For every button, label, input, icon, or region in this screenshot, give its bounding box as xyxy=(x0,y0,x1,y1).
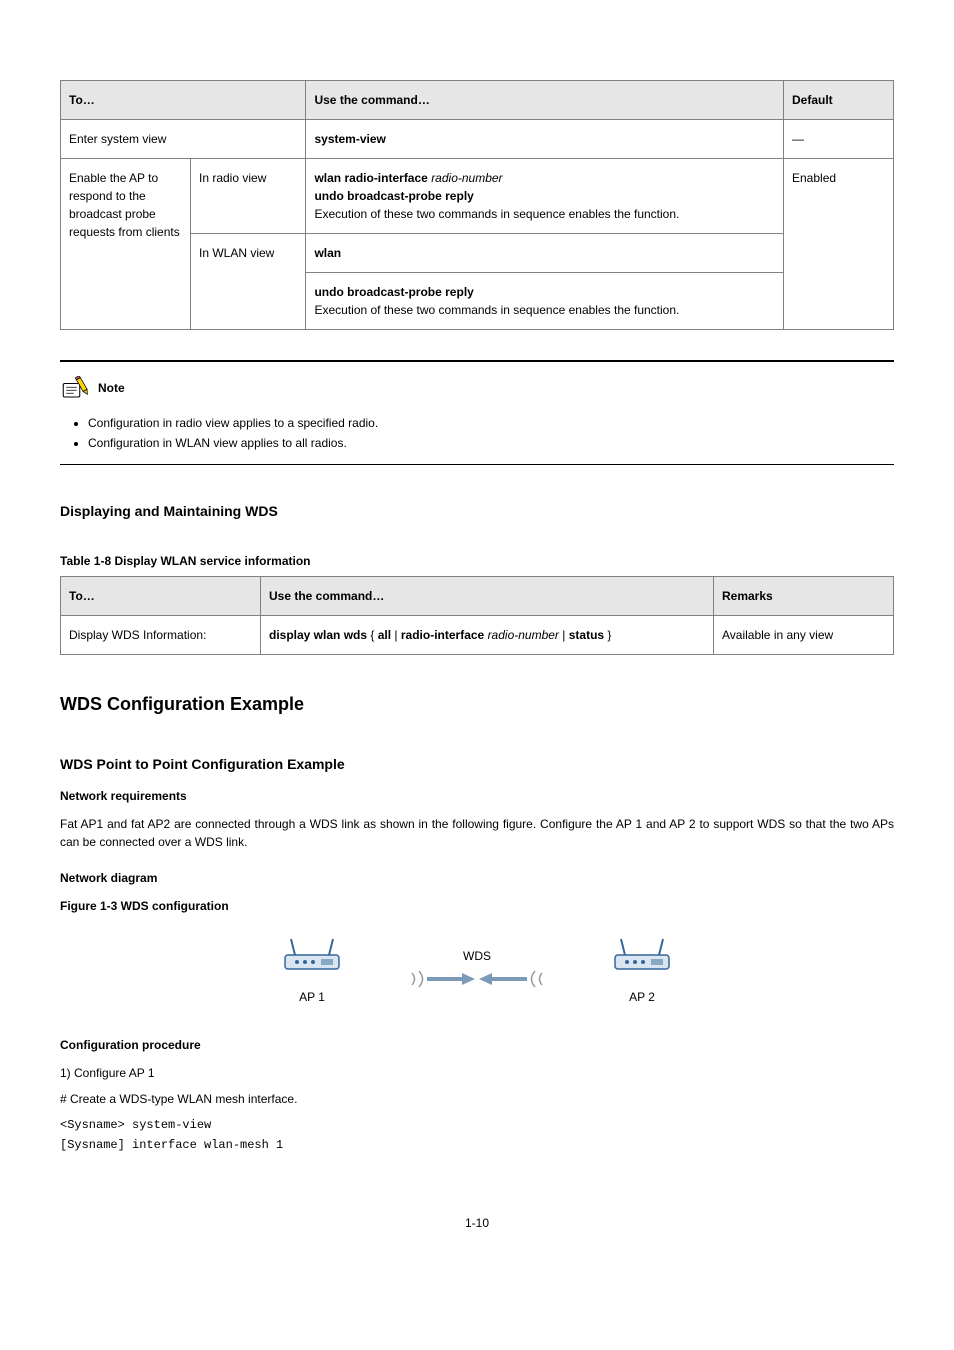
ap-icon xyxy=(607,935,677,983)
section-heading-display: Displaying and Maintaining WDS xyxy=(60,501,894,522)
note-block: Note Configuration in radio view applies… xyxy=(60,360,894,465)
col-header-use: Use the command… xyxy=(306,81,784,120)
note-header: Note xyxy=(60,376,894,400)
table-row: To… Use the command… Default xyxy=(61,81,894,120)
table-1: To… Use the command… Default Enter syste… xyxy=(60,80,894,330)
table-row: Enable the AP to respond to the broadcas… xyxy=(61,159,894,234)
section-heading-example: WDS Configuration Example xyxy=(60,691,894,718)
table-row: To… Use the command… Remarks xyxy=(61,577,894,616)
cell-remarks: Available in any view xyxy=(714,616,894,655)
cell-view-label: In radio view xyxy=(191,159,306,234)
cell-use: system-view xyxy=(306,120,784,159)
note-icon xyxy=(60,376,92,400)
network-diagram: AP 1 WDS AP 2 xyxy=(60,935,894,1006)
col-header-remarks: Remarks xyxy=(714,577,894,616)
list-item: Configuration in radio view applies to a… xyxy=(88,414,894,432)
col-header-to: To… xyxy=(61,81,306,120)
block-label-cp: Configuration procedure xyxy=(60,1036,894,1054)
col-header-to: To… xyxy=(61,577,261,616)
table-caption: Table 1-8 Display WLAN service informati… xyxy=(60,552,894,570)
paragraph-nr: Fat AP1 and fat AP2 are connected throug… xyxy=(60,815,894,851)
diagram-label: WDS xyxy=(407,947,547,965)
col-header-use: Use the command… xyxy=(261,577,714,616)
block-label-nd: Network diagram xyxy=(60,869,894,887)
page-number: 1-10 xyxy=(60,1214,894,1232)
cmd-line: undo broadcast-probe reply xyxy=(314,283,775,301)
cell-to: Display WDS Information: xyxy=(61,616,261,655)
diagram-node-ap1: AP 1 xyxy=(277,935,347,1006)
list-item: Configuration in WLAN view applies to al… xyxy=(88,434,894,452)
table-row: Enter system view system-view — xyxy=(61,120,894,159)
table-2: To… Use the command… Remarks Display WDS… xyxy=(60,576,894,655)
cell-use: undo broadcast-probe reply Execution of … xyxy=(306,273,784,330)
diagram-label: AP 2 xyxy=(607,988,677,1006)
ap-icon xyxy=(277,935,347,983)
note-list: Configuration in radio view applies to a… xyxy=(60,414,894,452)
cmd-line: wlan radio-interface radio-number xyxy=(314,169,775,187)
diagram-label: AP 1 xyxy=(277,988,347,1006)
cell-to: Enter system view xyxy=(61,120,306,159)
cmd-desc: Execution of these two commands in seque… xyxy=(314,205,775,223)
wds-link-icon xyxy=(407,969,547,989)
cmd-desc: Execution of these two commands in seque… xyxy=(314,301,775,319)
diagram-node-ap2: AP 2 xyxy=(607,935,677,1006)
note-label: Note xyxy=(98,379,125,397)
cmd-line: undo broadcast-probe reply xyxy=(314,187,775,205)
cell-view-label: In WLAN view xyxy=(191,234,306,330)
step-title: 1) Configure AP 1 xyxy=(60,1064,894,1082)
code-line: <Sysname> system-view xyxy=(60,1116,894,1134)
cell-use: wlan radio-interface radio-number undo b… xyxy=(306,159,784,234)
code-line: [Sysname] interface wlan-mesh 1 xyxy=(60,1136,894,1154)
cell-default: — xyxy=(784,120,894,159)
col-header-default: Default xyxy=(784,81,894,120)
cell-default: Enabled xyxy=(784,159,894,330)
cell-to: Enable the AP to respond to the broadcas… xyxy=(61,159,191,330)
diagram-link: WDS xyxy=(407,947,547,994)
cmd-text: wlan xyxy=(314,246,341,260)
cell-use: wlan xyxy=(306,234,784,273)
table-row: Display WDS Information: display wlan wd… xyxy=(61,616,894,655)
enable-ap-table: To… Use the command… Default Enter syste… xyxy=(60,80,894,330)
cmd-text: system-view xyxy=(314,132,385,146)
step-desc: # Create a WDS-type WLAN mesh interface. xyxy=(60,1090,894,1108)
block-label-nr: Network requirements xyxy=(60,787,894,805)
section-subheading: WDS Point to Point Configuration Example xyxy=(60,754,894,775)
figure-caption: Figure 1-3 WDS configuration xyxy=(60,897,894,915)
cell-use: display wlan wds { all | radio-interface… xyxy=(261,616,714,655)
